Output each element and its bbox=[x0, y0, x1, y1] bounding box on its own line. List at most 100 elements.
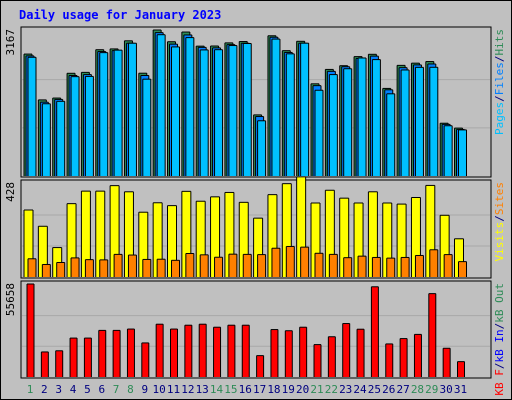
panel-3-kb-f-bar-day-4-face bbox=[70, 338, 78, 377]
day-label-26: 26 bbox=[382, 383, 395, 396]
panel-2-sites-bar-day-3-face bbox=[56, 262, 65, 277]
panel-3-kb-f-bar-day-8-face bbox=[127, 329, 135, 377]
panel-3-kb-f-bar-day-25-face bbox=[371, 286, 379, 377]
panel-1-pages-bar-day-1-face bbox=[28, 57, 36, 176]
panel-1-pages-bar-day-7-face bbox=[114, 50, 123, 177]
panel-1-pages-bar-day-23 bbox=[343, 68, 353, 176]
day-label-5: 5 bbox=[84, 383, 91, 396]
panel-3-kb-f-bar-day-13-face bbox=[199, 324, 207, 377]
panel-2-sites-bar-day-29-face bbox=[429, 249, 438, 277]
panel-1-pages-bar-day-17 bbox=[257, 120, 267, 176]
panel-2-visits-bar-day-30-face bbox=[440, 215, 450, 277]
panel-1-pages-bar-day-31-face bbox=[458, 129, 467, 176]
panel-2-visits-bar-day-22-face bbox=[325, 190, 335, 277]
panel-2-sites-bar-day-16-face bbox=[243, 254, 252, 277]
panel-3-kb-f-bar-day-18 bbox=[270, 329, 279, 377]
panel-3-kb-f-bar-day-20 bbox=[299, 326, 308, 377]
panel-1-pages-bar-day-8 bbox=[127, 42, 137, 176]
panel-1-pages-bar-day-29 bbox=[429, 66, 439, 176]
panel-3-kb-f-bar-day-2-face bbox=[41, 351, 49, 377]
day-label-24: 24 bbox=[353, 383, 367, 396]
panel-2-visits-bar-day-14-face bbox=[210, 196, 220, 277]
day-label-9: 9 bbox=[141, 383, 148, 396]
panel-1-pages-bar-day-18-face bbox=[271, 39, 280, 176]
panel-3-kb-f-bar-day-29 bbox=[428, 293, 437, 377]
panel-2-sites-bar-day-15 bbox=[228, 253, 238, 277]
day-label-18: 18 bbox=[267, 383, 280, 396]
panel-3-kb-f-bar-day-31-face bbox=[457, 361, 465, 377]
panel-3-legend-label: KB F/kB In/kB Out bbox=[493, 283, 506, 396]
panel-3-max-label: 55658 bbox=[4, 283, 17, 316]
day-label-19: 19 bbox=[282, 383, 295, 396]
panel-2-visits-bar-day-5-face bbox=[81, 191, 91, 277]
panel-3-kb-f-bar-day-11-face bbox=[170, 329, 178, 377]
panel-1-pages-bar-day-16 bbox=[242, 43, 252, 177]
panel-1-pages-bar-day-28 bbox=[414, 66, 424, 176]
panel-2-visits-bar-day-17 bbox=[253, 217, 264, 277]
panel-2-sites-bar-day-27 bbox=[400, 256, 410, 277]
panel-2-visits-bar-day-9-face bbox=[138, 212, 148, 277]
panel-3-kb-f-bar-day-28-face bbox=[414, 334, 422, 377]
panel-2-sites-bar-day-19 bbox=[285, 245, 295, 277]
panel-2-sites-bar-day-16 bbox=[242, 253, 252, 277]
panel-3-kb-f-bar-day-1 bbox=[26, 283, 35, 377]
panel-3-legend-part-3: kB In bbox=[493, 329, 506, 362]
panel-2-sites-bar-day-29 bbox=[429, 249, 439, 277]
day-label-30: 30 bbox=[440, 383, 453, 396]
panel-3-kb-f-bar-day-21 bbox=[313, 344, 322, 377]
panel-3-kb-f-bar-day-23 bbox=[342, 323, 351, 377]
panel-1-pages-bar-day-15-face bbox=[228, 45, 237, 176]
panel-3-kb-f-bar-day-9 bbox=[141, 342, 150, 377]
panel-1-pages-bar-day-2 bbox=[41, 103, 51, 176]
panel-3-kb-f-bar-day-6-face bbox=[98, 330, 106, 377]
panel-1-pages-bar-day-18 bbox=[271, 38, 281, 176]
panel-3-kb-f-bar-day-24 bbox=[356, 328, 365, 377]
panel-1-pages-bar-day-5-face bbox=[85, 76, 94, 176]
panel-1-pages-bar-day-11-face bbox=[171, 46, 180, 176]
panel-3-kb-f-bar-day-1-face bbox=[27, 284, 34, 377]
panel-2-visits-bar-day-23-face bbox=[339, 198, 349, 277]
panel-2-sites-bar-day-12-face bbox=[185, 253, 194, 277]
panel-3-kb-f-bar-day-7 bbox=[112, 329, 121, 377]
panel-1-pages-bar-day-19-face bbox=[286, 53, 295, 177]
day-label-14: 14 bbox=[210, 383, 224, 396]
panel-1-pages-bar-day-10 bbox=[156, 34, 166, 176]
panel-1-pages-bar-day-14 bbox=[214, 49, 224, 176]
panel-1-pages-bar-day-8-face bbox=[128, 43, 137, 176]
panel-2-sites-bar-day-23 bbox=[343, 257, 353, 277]
panel-1-legend-part-1: Pages bbox=[493, 102, 506, 135]
panel-1-pages-bar-day-13 bbox=[199, 49, 209, 177]
panel-1-pages-bar-day-30-face bbox=[444, 125, 453, 176]
panel-3-kb-f-bar-day-9-face bbox=[141, 342, 149, 377]
panel-2-sites-bar-day-7 bbox=[113, 253, 123, 277]
panel-2-sites-bar-day-11-face bbox=[171, 260, 180, 277]
panel-3-kb-f-bar-day-12 bbox=[184, 324, 193, 377]
panel-2-sites-bar-day-24-face bbox=[358, 256, 367, 277]
panel-2-visits-bar-day-31-face bbox=[454, 238, 464, 277]
day-label-28: 28 bbox=[411, 383, 424, 396]
panel-3-kb-f-bar-day-20-face bbox=[299, 327, 307, 377]
panel-2-visits-bar-day-12-face bbox=[181, 191, 191, 277]
day-label-25: 25 bbox=[368, 383, 381, 396]
panel-1-pages-bar-day-1 bbox=[27, 56, 37, 176]
panel-1-legend-part-4: / bbox=[493, 56, 506, 63]
panel-3-kb-f-bar-day-16 bbox=[241, 324, 250, 377]
panel-2-sites-bar-day-9-face bbox=[142, 259, 151, 277]
panel-1-pages-bar-day-16-face bbox=[243, 43, 252, 177]
panel-1-pages-bar-day-4 bbox=[70, 76, 80, 176]
panel-2-visits-bar-day-2 bbox=[37, 225, 48, 277]
panel-2-sites-bar-day-30 bbox=[443, 254, 453, 277]
panel-3-kb-f-bar-day-14 bbox=[213, 326, 222, 377]
chart-title: Daily usage for January 2023 bbox=[19, 8, 221, 22]
panel-2-visits-bar-day-7-face bbox=[110, 185, 120, 277]
panel-2-visits-bar-day-20-face bbox=[296, 176, 306, 277]
day-label-27: 27 bbox=[396, 383, 409, 396]
panel-2-sites-bar-day-5-face bbox=[85, 259, 94, 277]
panel-2-sites-bar-day-21-face bbox=[315, 253, 323, 277]
panel-2-visits-bar-day-4-face bbox=[67, 203, 77, 277]
panel-2-sites-bar-day-30-face bbox=[444, 254, 453, 277]
panel-2-visits-bar-day-1-face bbox=[24, 210, 33, 277]
panel-2-sites-bar-day-6 bbox=[99, 259, 109, 277]
panel-2-visits-bar-day-27-face bbox=[397, 204, 407, 277]
